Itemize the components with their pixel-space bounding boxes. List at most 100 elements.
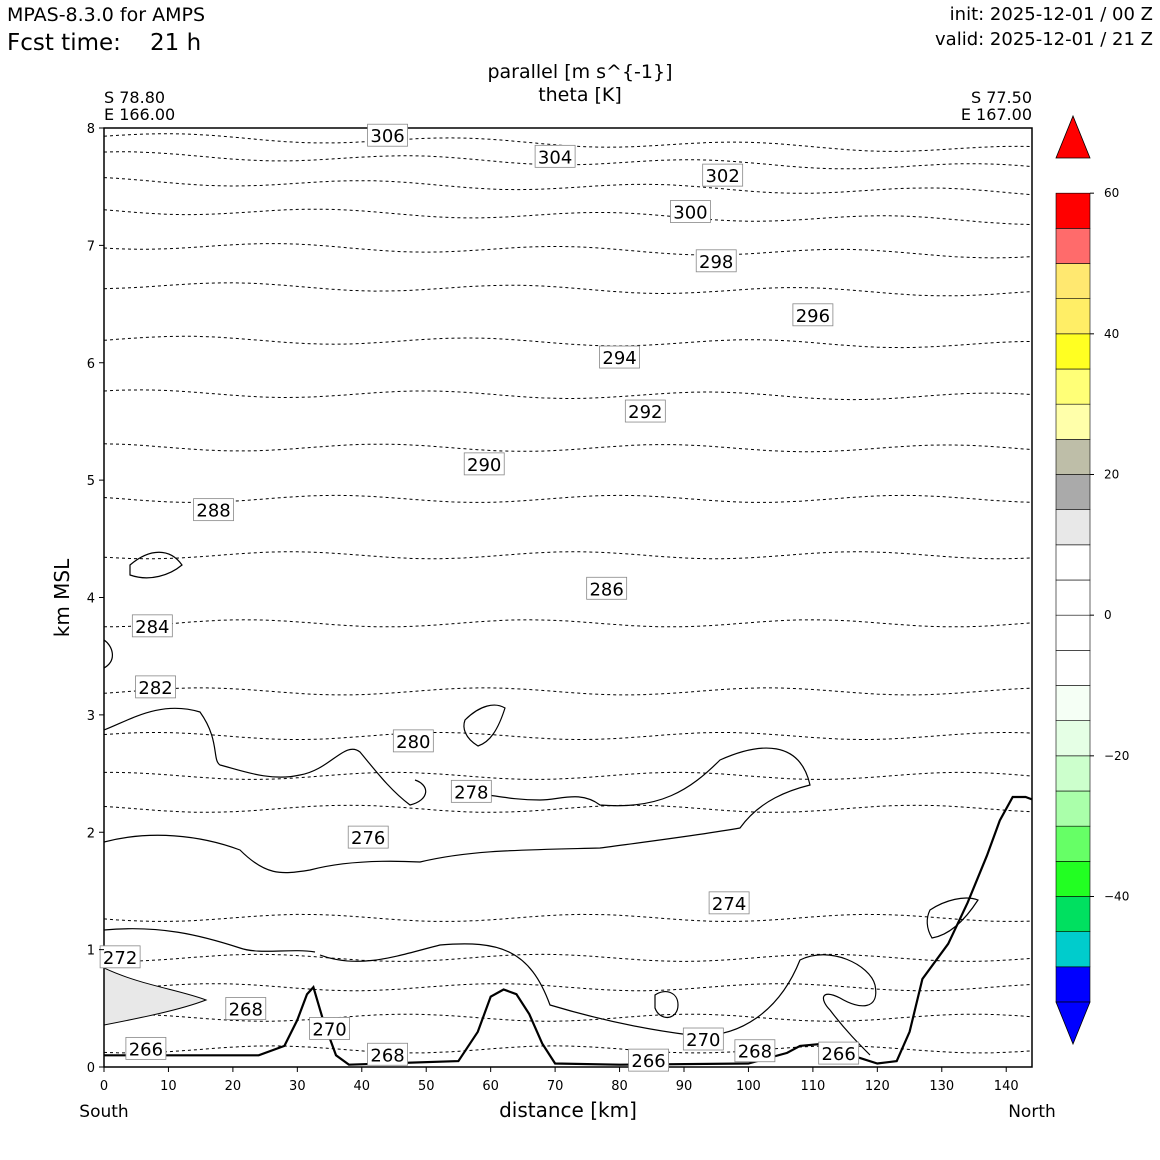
x-tick-label: 50 [418,1079,435,1094]
colorbar-segment [1055,263,1091,299]
theta-label-box [135,675,176,699]
theta-contour-label: 292 [628,402,662,423]
theta-contour-label: 288 [196,501,230,522]
colorbar-segment [1055,825,1091,862]
theta-label-box [463,452,505,476]
y-tick-label: 3 [87,709,95,724]
wind-shaded-region [104,967,208,1026]
theta-contour-line [104,1013,1032,1022]
theta-label-box [670,200,711,223]
colorbar-segment [1055,614,1091,651]
theta-contours [104,133,1032,1054]
colorbar-segment [1055,966,1091,1003]
theta-contour-line [104,335,1032,349]
wind-contour-line [654,991,679,1018]
y-axis-label: km MSL [50,558,74,637]
colorbar-segment [1055,685,1091,721]
x-tick-label: 90 [676,1079,693,1094]
theta-contour-label: 286 [589,579,623,600]
theta-label-box [534,144,576,168]
colorbar-tick-label: 60 [1104,186,1119,200]
y-tick-label: 6 [87,357,95,372]
theta-label-box [225,997,267,1020]
colorbar-segment [1055,403,1091,440]
plot-frame [103,127,1033,1068]
theta-labels: 306 304 302 300 298 296 294 292 290 288 286 284 282 2… [99,123,860,1072]
theta-contour-line [104,619,1032,628]
theta-label-box [792,303,834,327]
colorbar-segment [1055,544,1091,581]
theta-label-box [193,498,234,522]
x-axis-label: distance [km] [499,1098,637,1122]
theta-contour-label: 266 [631,1051,665,1072]
theta-contour-line [104,731,1032,741]
theta-contour-label: 268 [370,1045,404,1066]
y-tick-label: 1 [87,944,95,959]
theta-label-box [818,1041,860,1065]
colorbar-segment [1055,896,1091,932]
x-tick-label: 10 [160,1079,177,1094]
theta-label-box [628,1048,669,1072]
theta-contour-label: 282 [138,678,172,699]
wind-contour-line [104,707,427,806]
theta-label-box [586,576,628,600]
theta-contour-label: 268 [738,1042,772,1063]
wind-contour-line [319,943,877,1056]
theta-contour-line [104,804,1032,813]
colorbar-segment [1055,720,1091,757]
theta-contour-line [104,443,1032,453]
theta-label-box [624,399,666,423]
theta-contour-label: 274 [712,894,746,915]
theta-contour-line [104,687,1032,696]
y-tick-label: 7 [87,239,95,254]
theta-label-box [695,249,737,273]
theta-contour-line [104,389,1032,401]
theta-contour-label: 266 [821,1044,855,1065]
colorbar-extend-max [1055,114,1091,159]
theta-contour-label: 278 [454,782,488,803]
y-tick-label: 8 [87,122,95,137]
x-tick-label: 60 [482,1079,499,1094]
theta-contour-label: 306 [370,126,404,147]
terrain-profile [104,795,1032,1066]
theta-contour-label: 296 [796,306,830,327]
theta-contour-label: 302 [705,166,739,187]
theta-label-box [125,1036,167,1060]
theta-contour-label: 272 [103,948,137,969]
theta-label-box [599,345,640,369]
theta-contour-line [104,953,1032,962]
theta-contour-line [104,243,1032,259]
x-tick-label: 40 [354,1079,371,1094]
plot-area [104,133,1032,1066]
start-direction-label: South [79,1102,128,1122]
wind-contour-line [104,928,316,953]
theta-label-box [734,1039,776,1063]
forecast-time-value: 21 h [150,30,202,56]
theta-contour-line [104,1045,1032,1054]
colorbar-segment [1055,931,1091,968]
theta-label-box [131,614,173,638]
theta-label-box [367,123,408,147]
colorbar-segment [1055,790,1091,827]
chart-title-line2: theta [K] [538,84,622,106]
theta-label-box [682,1027,724,1051]
theta-contour-label: 276 [351,828,385,849]
y-tick-label: 0 [87,1061,95,1076]
colorbar-segment [1055,861,1091,897]
theta-contour-label: 270 [686,1030,720,1051]
theta-label-box [702,163,744,187]
theta-contour-line [104,771,1032,780]
theta-contour-label: 284 [135,617,169,638]
x-tick-label: 110 [800,1079,825,1094]
colorbar-segment [1055,579,1091,616]
x-tick-label: 70 [547,1079,564,1094]
x-tick-label: 100 [736,1079,761,1094]
theta-contour-label: 300 [673,203,707,224]
x-tick-label: 130 [929,1079,954,1094]
chart-title-line1: parallel [m s^{-1}] [487,61,672,83]
x-tick-label: 80 [611,1079,628,1094]
theta-contour-label: 280 [396,732,430,753]
theta-contour-label: 270 [312,1019,346,1040]
y-axis: 0 1 2 3 4 5 6 7 8 [87,122,104,1076]
theta-contour-line [104,177,1032,196]
